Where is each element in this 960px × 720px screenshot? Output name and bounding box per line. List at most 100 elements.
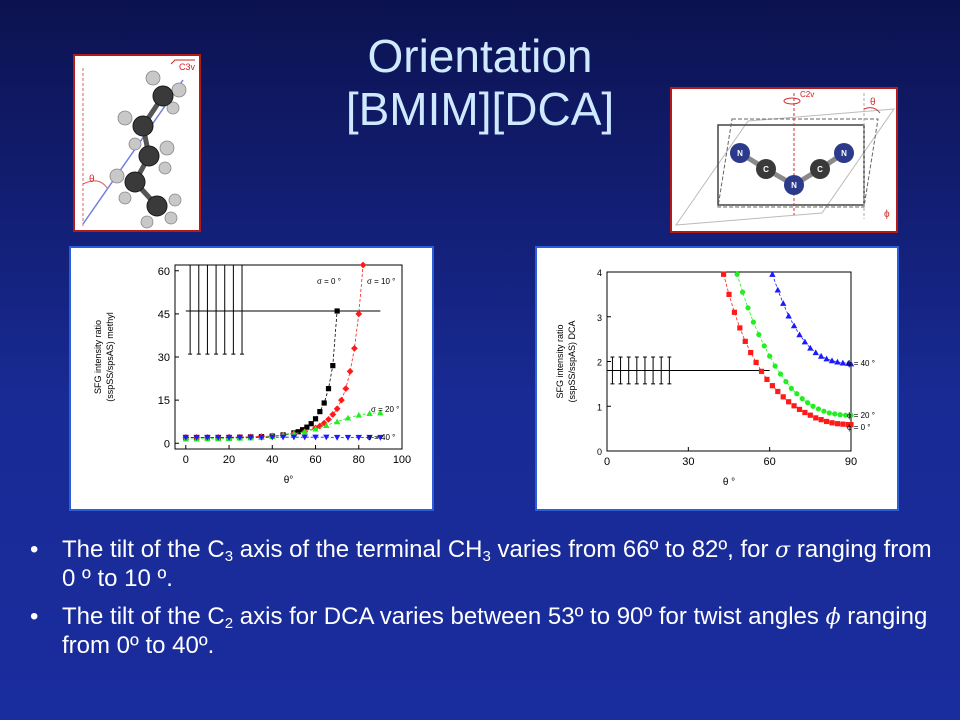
data-point (775, 388, 781, 395)
data-point (745, 305, 751, 311)
data-point (279, 434, 287, 441)
y-tick-label: 60 (158, 266, 170, 278)
atom-label-n2: N (791, 181, 797, 190)
data-point (848, 412, 854, 418)
data-point (788, 385, 794, 391)
data-point (215, 434, 222, 441)
series-1 (734, 271, 854, 418)
data-point (780, 394, 786, 400)
data-point (290, 434, 298, 441)
series-annotation: σ = 20 ° (371, 405, 399, 414)
data-point (301, 434, 308, 441)
data-point (785, 312, 792, 319)
dca-drawing: C2v θ ϕ N C N C N (674, 90, 896, 226)
butyl-chain-drawing: θ C3v (82, 59, 196, 229)
atom-labels: N C N C N (737, 149, 847, 190)
data-point (780, 300, 787, 306)
data-point (758, 368, 765, 374)
plot-frame (606, 271, 852, 452)
x-tick-label: 60 (764, 456, 776, 468)
dca-atoms (730, 143, 854, 195)
data-point (753, 359, 759, 365)
data-point (323, 422, 330, 429)
c3v-label: C3v (179, 62, 196, 72)
data-point (355, 411, 362, 418)
bullet2-text-part2: axis for DCA varies between 53º to 90º f… (233, 603, 826, 630)
x-tick-label: 80 (353, 454, 365, 466)
data-point (812, 349, 819, 356)
data-point (845, 421, 851, 428)
data-point (767, 353, 773, 359)
data-point (839, 359, 847, 366)
bullet1-subscript2: 3 (482, 548, 491, 565)
data-point (802, 409, 808, 416)
data-point (750, 319, 756, 325)
methyl-ratio-chart: 0 20 40 60 80 100 0 15 30 45 60 θ° SFG intensity rat… (69, 246, 434, 511)
data-point (236, 434, 244, 441)
data-point (821, 408, 827, 414)
data-point (837, 412, 843, 418)
data-point (342, 385, 350, 393)
data-point (325, 386, 332, 392)
atom-label-n1: N (737, 149, 743, 158)
data-point (295, 429, 301, 435)
title-line-orientation: Orientation (367, 30, 593, 82)
data-point (842, 412, 849, 418)
data-point (805, 400, 811, 406)
atom-label-n3: N (841, 149, 847, 158)
plot-frame (174, 264, 403, 450)
data-point (312, 425, 319, 432)
x-tick-label: 0 (604, 456, 610, 468)
y-tick-label: 0 (164, 438, 170, 450)
y-tick-label: 2 (597, 358, 602, 368)
data-point (308, 421, 314, 427)
y-axis-title-line1: SFG intensity ratio (555, 324, 565, 398)
data-point (769, 383, 775, 389)
data-point (737, 325, 743, 331)
series-0 (720, 271, 854, 428)
data-point (742, 338, 748, 344)
surface-plane (674, 108, 896, 226)
dca-ratio-chart: 0 30 60 90 0 1 2 3 4 θ ° SFG intensity ratio (sspSS… (535, 246, 899, 511)
series-line (185, 264, 364, 438)
title-line-compound: [BMIM][DCA] (345, 83, 615, 135)
data-point (731, 309, 738, 315)
data-point (790, 322, 798, 329)
y-tick-label: 4 (597, 268, 602, 278)
data-point (756, 332, 762, 338)
bullet2-text-part3: ranging from 0º to 40º. (62, 603, 928, 659)
bullet1-subscript1: 3 (224, 548, 234, 565)
data-point (193, 434, 200, 441)
sigma-symbol: σ (775, 538, 791, 563)
data-point (801, 338, 809, 345)
data-point (351, 344, 358, 352)
theta-label: θ (89, 174, 95, 185)
data-point (777, 371, 784, 377)
y-tick-label: 45 (158, 309, 170, 321)
data-point (204, 434, 211, 441)
series-1 (182, 261, 367, 441)
data-point (333, 434, 341, 441)
bullet-dot: • (30, 603, 39, 630)
data-point (796, 406, 803, 412)
dca-ratio-plot: 0 30 60 90 0 1 2 3 4 θ ° SFG intensity ratio (sspSS… (555, 268, 875, 488)
bullet1-text-part1: The tilt of the C (62, 536, 225, 563)
bullet-dca-tilt: • The tilt of the C2 axis for DCA varies… (26, 603, 946, 660)
twisted-plane (717, 118, 879, 208)
series-2 (769, 271, 855, 367)
data-point (247, 434, 254, 441)
data-point (832, 411, 838, 417)
data-point (791, 403, 797, 409)
data-point (316, 422, 324, 430)
series-line (736, 274, 851, 416)
data-point (346, 367, 354, 375)
data-point (355, 310, 363, 318)
series-annotation: ϕ = 40 ° (847, 359, 875, 368)
carbon-atoms (124, 85, 174, 217)
data-point (829, 420, 835, 426)
y-tick-label: 30 (158, 352, 170, 364)
y-axis-title-line1: SFG intensity ratio (93, 320, 103, 394)
y-tick-label: 3 (597, 313, 602, 323)
atom-label-c1: C (763, 165, 769, 174)
hydrogen-atoms (109, 70, 187, 229)
